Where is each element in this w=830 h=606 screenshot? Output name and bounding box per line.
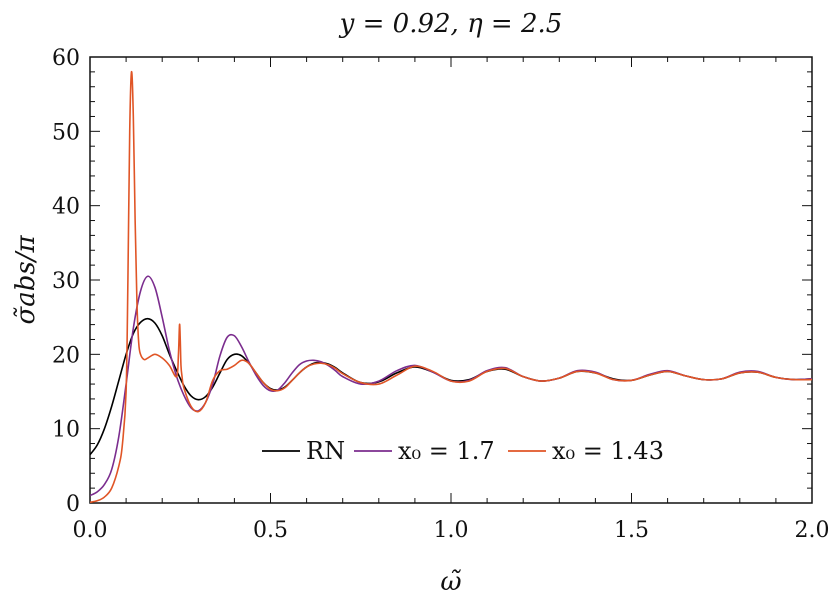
y-tick-label: 0 — [66, 492, 80, 517]
legend-label: x₀ = 1.43 — [552, 437, 664, 465]
y-tick-label: 40 — [52, 195, 80, 220]
legend-label: RN — [306, 437, 345, 465]
legend-label: x₀ = 1.7 — [398, 437, 495, 465]
y-tick-label: 50 — [52, 120, 80, 145]
x-tick-label: 0.5 — [253, 518, 288, 543]
y-tick-label: 10 — [52, 418, 80, 443]
x-tick-label: 1.0 — [434, 518, 469, 543]
x-tick-label: 0.0 — [73, 518, 108, 543]
axis-ticks — [89, 56, 813, 504]
series-layer — [90, 71, 812, 503]
x-tick-labels: 0.0 0.5 1.0 1.5 2.0 — [73, 518, 830, 543]
x-tick-label: 1.5 — [614, 518, 649, 543]
y-tick-label: 30 — [52, 269, 80, 294]
y-tick-labels: 0 10 20 30 40 50 60 — [52, 46, 80, 517]
x-tick-label: 2.0 — [795, 518, 830, 543]
series-line-0 — [90, 317, 812, 456]
chart-title: y = 0.92, η = 2.5 — [339, 9, 563, 39]
y-axis-label: σ̃abs/π — [11, 235, 41, 325]
legend: RN x₀ = 1.7 x₀ = 1.43 — [262, 437, 664, 465]
x-axis-label: ω̃ — [440, 567, 461, 597]
series-line-2 — [90, 71, 812, 503]
y-tick-label: 20 — [52, 343, 80, 368]
y-tick-label: 60 — [52, 46, 80, 71]
